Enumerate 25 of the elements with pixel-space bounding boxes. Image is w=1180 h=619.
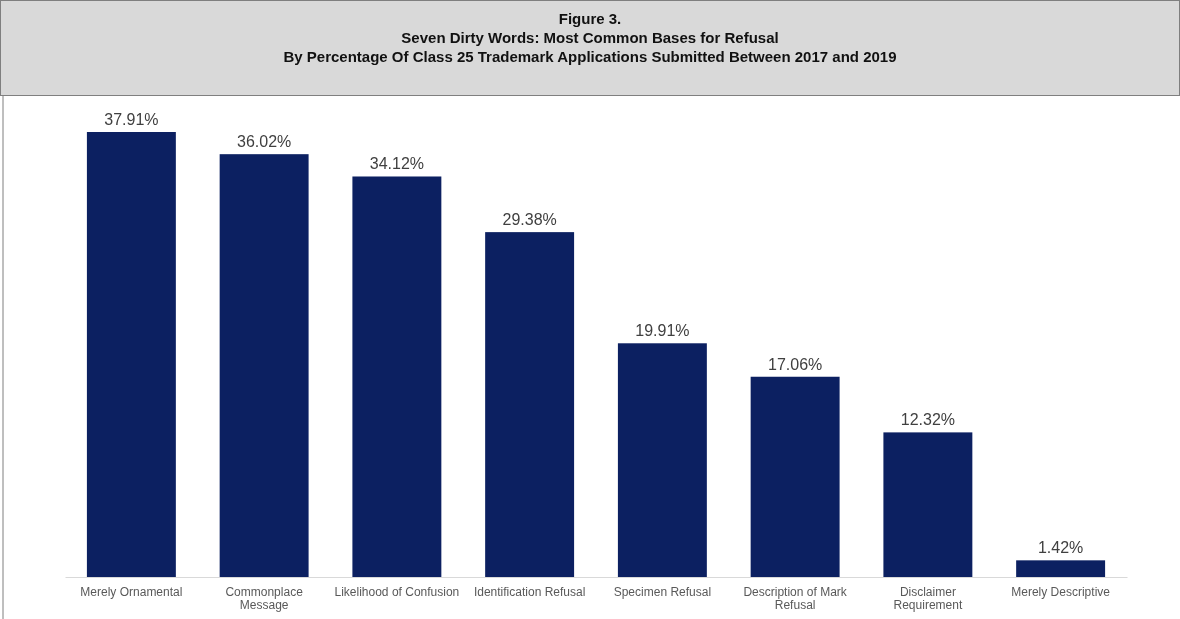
x-tick-label: Disclaimer Requirement: [893, 584, 963, 612]
data-label: 36.02%: [236, 133, 292, 151]
x-tick-label: Likelihood of Confusion: [334, 584, 460, 599]
bar: [1016, 560, 1106, 577]
data-label: 29.38%: [502, 211, 557, 229]
x-tick-label: Merely Descriptive: [1011, 584, 1111, 599]
data-label: 1.42%: [1037, 539, 1084, 557]
data-label: 19.91%: [635, 322, 690, 340]
x-tick-label: Commonplace Message: [225, 584, 304, 612]
bar: [750, 376, 840, 577]
bar: [352, 176, 442, 577]
chart-title: Figure 3. Seven Dirty Words: Most Common Bases for Refusal By Percentage Of Class 25 Trademark Applications Submitted Between 2017 and 2019: [283, 10, 897, 65]
bar: [86, 132, 176, 577]
data-label: 17.06%: [767, 355, 823, 373]
bar: [883, 432, 973, 577]
x-tick-label: Merely Ornamental: [80, 584, 183, 599]
data-label: 34.12%: [369, 155, 425, 173]
x-tick-label: Identification Refusal: [473, 584, 586, 599]
bar: [617, 343, 707, 577]
bar: [485, 232, 575, 577]
x-tick-label: Specimen Refusal: [613, 584, 712, 599]
x-tick-label: Description of Mark Refusal: [743, 584, 848, 612]
bar: [219, 154, 309, 577]
data-label: 37.91%: [104, 111, 159, 128]
data-label: 12.32%: [900, 411, 956, 429]
